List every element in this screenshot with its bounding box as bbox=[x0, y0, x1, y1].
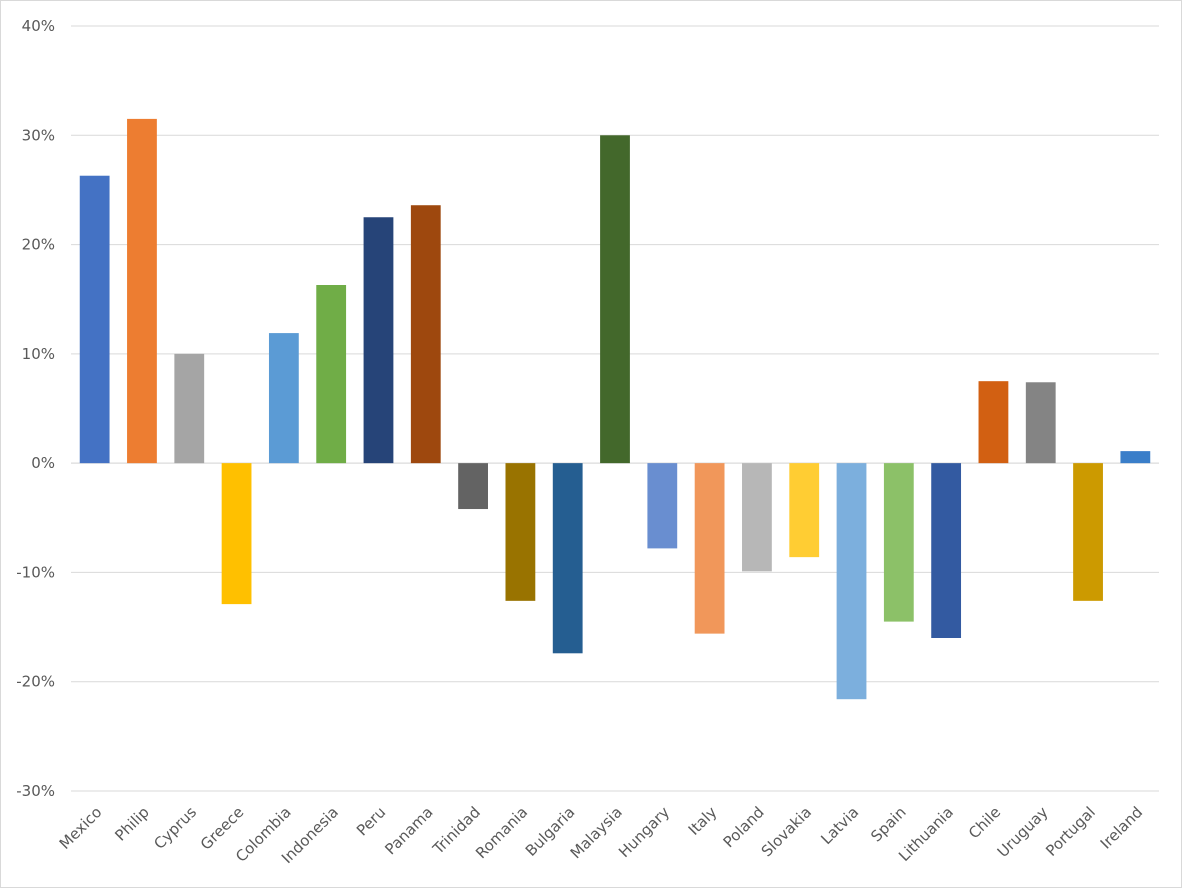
x-axis-category-labels: Mexico PhilipCyprusGreeceColombiaIndonesi… bbox=[56, 803, 1146, 867]
x-category-label: Uruguay bbox=[994, 803, 1052, 861]
bar-lithuania bbox=[931, 463, 962, 638]
y-tick-label: 20% bbox=[22, 236, 55, 254]
bar-chile bbox=[978, 381, 1009, 464]
x-category-label: Hungary bbox=[615, 803, 673, 861]
bars bbox=[79, 118, 1151, 700]
x-category-label: Mexico bbox=[56, 803, 106, 853]
bar-portugal bbox=[1073, 463, 1103, 601]
bar-panama bbox=[410, 205, 441, 464]
y-tick-label: -20% bbox=[16, 673, 55, 691]
y-axis-tick-labels: 40% 30% 20% 10% 0% -10% -20% -30% bbox=[16, 17, 55, 800]
x-category-label: Latvia bbox=[817, 803, 862, 848]
x-category-label: Spain bbox=[867, 803, 909, 845]
bar-greece bbox=[221, 463, 252, 605]
bar-bulgaria bbox=[552, 463, 583, 654]
bar-poland bbox=[742, 463, 772, 572]
bar-uruguay bbox=[1025, 382, 1056, 464]
x-category-label: Romania bbox=[472, 803, 531, 862]
bar-ireland bbox=[1120, 451, 1151, 464]
y-tick-label: 40% bbox=[22, 17, 55, 35]
bar-cyprus bbox=[174, 353, 205, 464]
y-tick-label: -30% bbox=[16, 782, 55, 800]
bar-latvia bbox=[836, 463, 867, 700]
bar-mexico bbox=[79, 175, 110, 464]
x-category-label: Chile bbox=[965, 803, 1004, 842]
y-tick-label: 10% bbox=[22, 345, 55, 363]
bar-romania bbox=[505, 463, 536, 601]
x-category-label: Peru bbox=[353, 803, 389, 839]
bar-slovakia bbox=[789, 463, 820, 558]
x-category-label: Portugal bbox=[1042, 803, 1099, 860]
x-category-label: Philip bbox=[111, 803, 152, 844]
x-category-label: Panama bbox=[381, 803, 436, 858]
bar-hungary bbox=[647, 463, 678, 549]
bar-peru bbox=[363, 217, 394, 464]
x-category-label: Cyprus bbox=[150, 803, 200, 853]
bar-italy bbox=[694, 463, 725, 634]
y-tick-label: -10% bbox=[16, 563, 55, 581]
bar-colombia bbox=[268, 333, 299, 464]
x-category-label: Malaysia bbox=[567, 803, 626, 862]
y-tick-label: 30% bbox=[22, 126, 55, 144]
bar-trinidad bbox=[458, 463, 488, 510]
bar-indonesia bbox=[316, 285, 347, 464]
x-category-label: Ireland bbox=[1097, 803, 1146, 852]
bar-spain bbox=[883, 463, 914, 622]
bar-malaysia bbox=[600, 135, 630, 464]
x-category-label: Italy bbox=[685, 803, 721, 839]
y-tick-label: 0% bbox=[31, 454, 55, 472]
x-category-label: Slovakia bbox=[758, 803, 815, 860]
bar-philip bbox=[127, 118, 157, 464]
